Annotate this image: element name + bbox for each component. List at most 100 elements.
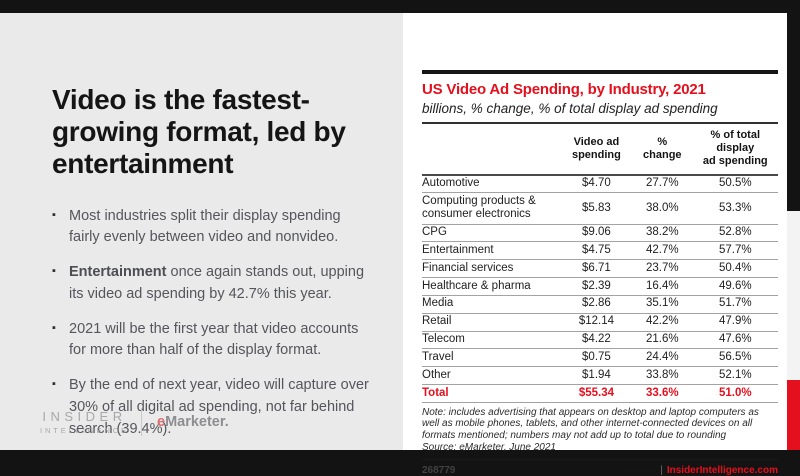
row-value: $9.06 <box>560 224 633 243</box>
bullet-text: Entertainment <box>69 264 167 281</box>
table-header-row: Video ad spending % change % of total di… <box>422 124 778 176</box>
row-value: $4.22 <box>560 331 633 350</box>
row-value: 53.3% <box>692 192 778 225</box>
table-row: Financial services $6.71 23.7% 50.4% <box>422 259 778 279</box>
row-value: $2.39 <box>560 277 633 296</box>
row-value: 35.1% <box>632 295 693 314</box>
bullet-item: ▪ 2021 will be the first year that video … <box>52 319 375 363</box>
emarketer-logo: eMarketer. <box>157 414 229 430</box>
row-value: 47.9% <box>692 313 778 332</box>
chart-id: 268779 <box>422 465 456 476</box>
row-value: 51.7% <box>692 295 778 314</box>
row-value: 47.6% <box>692 331 778 350</box>
row-value: $1.94 <box>560 366 633 385</box>
row-value: 16.4% <box>632 277 693 296</box>
bullet-square-icon: ▪ <box>52 321 56 334</box>
table-row: Healthcare & pharma $2.39 16.4% 49.6% <box>422 277 778 296</box>
row-value: $4.75 <box>560 241 633 261</box>
row-value: 49.6% <box>692 277 778 296</box>
column-header-pct-change: % change <box>632 124 693 176</box>
row-value: 50.5% <box>692 174 778 194</box>
row-value: 51.0% <box>692 384 778 403</box>
bullet-text: Most industries split their display spen… <box>69 207 341 246</box>
row-value: 56.5% <box>692 348 778 368</box>
row-label: Other <box>422 366 561 385</box>
logo-line-intelligence: INTELLIGENCE <box>40 426 129 435</box>
table-row: Travel $0.75 24.4% 56.5% <box>422 348 778 368</box>
chart-top-rule <box>422 70 778 74</box>
row-value: $0.75 <box>560 348 633 368</box>
row-value: 27.7% <box>632 174 693 194</box>
row-value: 24.4% <box>632 348 693 368</box>
row-value: 42.7% <box>632 241 693 261</box>
row-value: 57.7% <box>692 241 778 261</box>
chart-container: US Video Ad Spending, by Industry, 2021 … <box>422 70 778 476</box>
chart-source: Source: eMarketer, June 2021 <box>422 441 556 453</box>
row-value: $55.34 <box>560 384 633 403</box>
row-label: Travel <box>422 348 561 368</box>
column-header-pct-total-display: % of total display ad spending <box>692 124 778 176</box>
row-label: Automotive <box>422 174 561 194</box>
row-label: Telecom <box>422 331 561 350</box>
chart-footer: 268779 eMarketer | InsiderIntelligence.com <box>422 465 778 476</box>
row-value: 52.8% <box>692 224 778 243</box>
brand-logo: INSIDER INTELLIGENCE eMarketer. <box>40 408 229 436</box>
bullet-text: By the end of next year, video will capt… <box>69 377 369 437</box>
row-value: $12.14 <box>560 313 633 332</box>
bullet-square-icon: ▪ <box>52 378 56 391</box>
chart-title: US Video Ad Spending, by Industry, 2021 <box>422 81 706 98</box>
footer-divider: | <box>660 465 663 476</box>
table-total-row: Total $55.34 33.6% 51.0% <box>422 384 778 403</box>
table-row: CPG $9.06 38.2% 52.8% <box>422 224 778 243</box>
row-label: Media <box>422 295 561 314</box>
chart-panel: US Video Ad Spending, by Industry, 2021 … <box>403 13 787 476</box>
bullet-square-icon: ▪ <box>52 265 56 278</box>
table-row: Media $2.86 35.1% 51.7% <box>422 295 778 314</box>
row-value: 50.4% <box>692 259 778 279</box>
row-value: $5.83 <box>560 192 633 225</box>
row-value: 38.2% <box>632 224 693 243</box>
logo-line-insider: INSIDER <box>42 409 127 424</box>
row-value: 38.0% <box>632 192 693 225</box>
table-row: Other $1.94 33.8% 52.1% <box>422 366 778 385</box>
logo-divider <box>140 408 142 436</box>
chart-subtitle: billions, % change, % of total display a… <box>422 101 778 124</box>
column-header-industry <box>422 124 561 176</box>
table-row: Entertainment $4.75 42.7% 57.7% <box>422 241 778 261</box>
chart-footer-brand-links: eMarketer | InsiderIntelligence.com <box>609 465 778 476</box>
row-label: Computing products & consumer electronic… <box>422 192 561 225</box>
footer-brand: eMarketer <box>608 465 657 476</box>
row-value: 21.6% <box>632 331 693 350</box>
row-value: $4.70 <box>560 174 633 194</box>
row-value: 23.7% <box>632 259 693 279</box>
slide-title: Video is the fastest-growing format, led… <box>52 84 346 179</box>
bullet-text: 2021 will be the first year that video a… <box>69 320 359 359</box>
bullet-item: ▪ By the end of next year, video will cap… <box>52 375 375 440</box>
bullet-text: once again stands out, upping its video … <box>69 264 365 302</box>
emarketer-logo-e: e <box>156 414 166 430</box>
right-strip-red-accent <box>787 380 800 450</box>
row-value: $6.71 <box>560 259 633 279</box>
left-panel: Video is the fastest-growing format, led… <box>0 13 403 450</box>
bullet-list: ▪ Most industries split their display spe… <box>52 206 375 441</box>
table-row: Telecom $4.22 21.6% 47.6% <box>422 331 778 350</box>
bullet-item: ▪ Most industries split their display spe… <box>52 206 375 250</box>
row-label: CPG <box>422 224 561 243</box>
insider-intelligence-logo: INSIDER INTELLIGENCE <box>40 409 129 435</box>
table-row: Retail $12.14 42.2% 47.9% <box>422 313 778 332</box>
table-row: Automotive $4.70 27.7% 50.5% <box>422 174 778 194</box>
chart-note: Note: includes advertising that appears … <box>422 406 759 442</box>
chart-bottom-rule <box>422 458 778 462</box>
emarketer-logo-rest: Marketer. <box>165 414 229 430</box>
bullet-square-icon: ▪ <box>52 208 56 221</box>
footer-site-link[interactable]: InsiderIntelligence.com <box>666 465 778 476</box>
bullet-item: ▪ Entertainment once again stands out, up… <box>52 262 375 306</box>
row-label: Entertainment <box>422 241 561 261</box>
row-label: Healthcare & pharma <box>422 277 561 296</box>
column-header-video-ad-spending: Video ad spending <box>560 124 633 176</box>
row-label: Retail <box>422 313 561 332</box>
row-value: 33.8% <box>632 366 693 385</box>
row-value: 33.6% <box>632 384 693 403</box>
row-value: 52.1% <box>692 366 778 385</box>
data-table: Video ad spending % change % of total di… <box>422 124 778 403</box>
